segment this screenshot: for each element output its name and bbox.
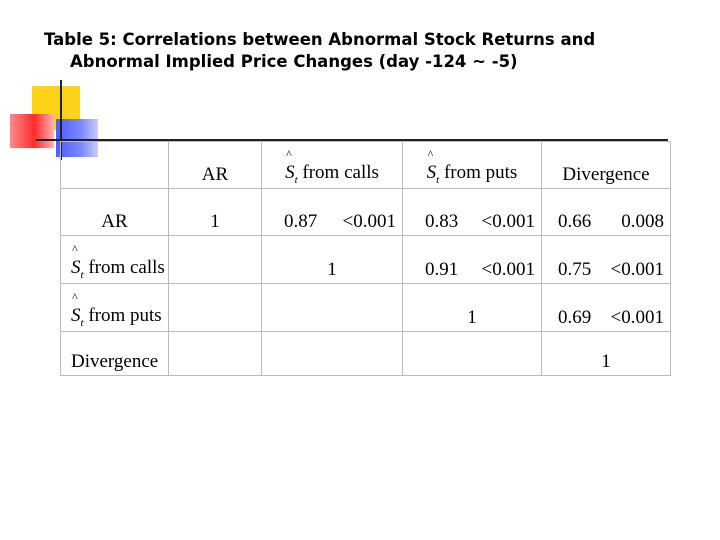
row-label-ar: AR [60,188,169,236]
table-header-row: AR ^ St from calls ^ St from puts Divergen… [60,141,671,189]
cell-puts-calls [261,283,403,332]
cell-puts-puts: 1 [402,283,542,332]
header-corner-cell [60,141,169,189]
cell-calls-puts: 0.91 <0.001 [402,235,542,284]
cell-div-puts [402,331,542,376]
cell-ar-puts: 0.83 <0.001 [402,188,542,236]
page-title: Table 5: Correlations between Abnormal S… [44,29,684,73]
cell-ar-calls: 0.87 <0.001 [261,188,403,236]
header-divergence: Divergence [541,141,671,189]
decorative-horizontal-rule [36,139,668,141]
cell-calls-divergence: 0.75 <0.001 [541,235,671,284]
s-hat-symbol: ^ St [285,147,298,186]
s-hat-symbol: ^ St [426,147,440,186]
row-label-s-from-puts: ^ St from puts [60,283,169,332]
header-ar: AR [168,141,262,189]
title-line-2: Abnormal Implied Price Changes (day -124… [70,52,518,71]
correlation-table: AR ^ St from calls ^ St from puts Divergen… [60,141,671,376]
row-label-s-from-calls: ^ St from calls [60,235,169,284]
table-row: Divergence 1 [60,331,671,376]
s-hat-symbol: ^ St [71,242,84,281]
decorative-vertical-rule [60,80,62,160]
cell-puts-divergence: 0.69 <0.001 [541,283,671,332]
cell-puts-ar [168,283,262,332]
cell-ar-ar: 1 [168,188,262,236]
cell-ar-divergence: 0.66 0.008 [541,188,671,236]
s-hat-symbol: ^ St [71,290,84,329]
cell-calls-calls: 1 [261,235,403,284]
table-row: ^ St from puts 1 0.69 <0.001 [60,283,671,332]
cell-calls-ar [168,235,262,284]
table-row: AR 1 0.87 <0.001 0.83 <0.001 0.66 0.008 [60,188,671,236]
table-row: ^ St from calls 1 0.91 <0.001 0.75 <0.001 [60,235,671,284]
cell-div-calls [261,331,403,376]
row-label-divergence: Divergence [60,331,169,376]
header-s-from-calls: ^ St from calls [261,141,403,189]
cell-div-divergence: 1 [541,331,671,376]
cell-div-ar [168,331,262,376]
header-s-from-puts: ^ St from puts [402,141,542,189]
decorative-red-square [10,114,54,148]
title-line-1: Table 5: Correlations between Abnormal S… [44,30,596,49]
